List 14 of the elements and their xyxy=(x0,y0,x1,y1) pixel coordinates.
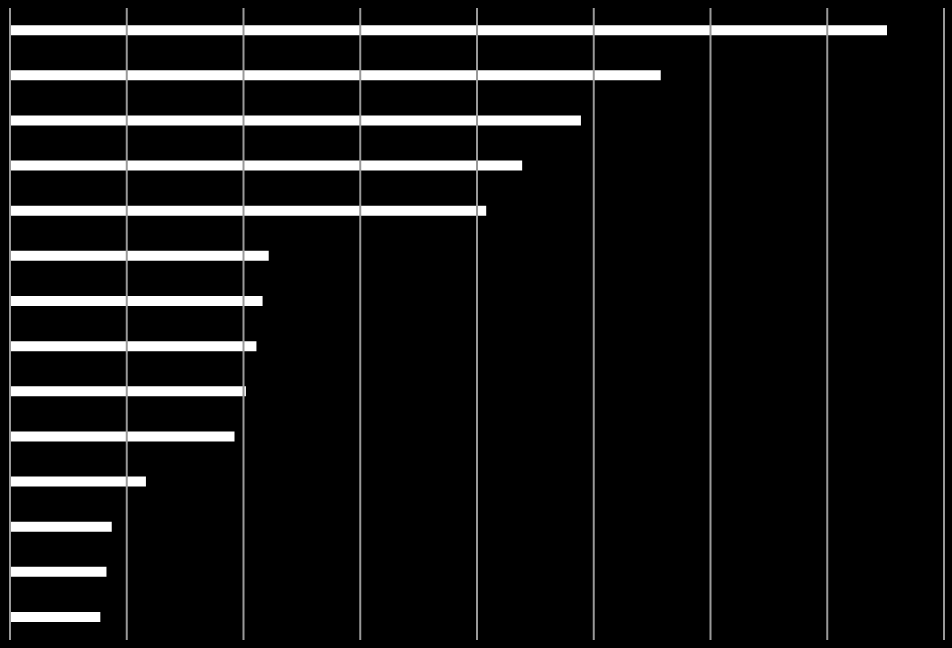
bar xyxy=(10,612,101,623)
bar xyxy=(10,70,661,81)
bar xyxy=(10,431,235,442)
bar xyxy=(10,386,246,397)
bar xyxy=(10,205,487,216)
bar xyxy=(10,160,523,171)
bar xyxy=(10,521,112,532)
bar xyxy=(10,115,581,126)
bar xyxy=(10,341,257,352)
bar xyxy=(10,476,146,487)
bar xyxy=(10,25,887,36)
bar xyxy=(10,296,263,307)
bar xyxy=(10,566,107,577)
bar xyxy=(10,250,269,261)
